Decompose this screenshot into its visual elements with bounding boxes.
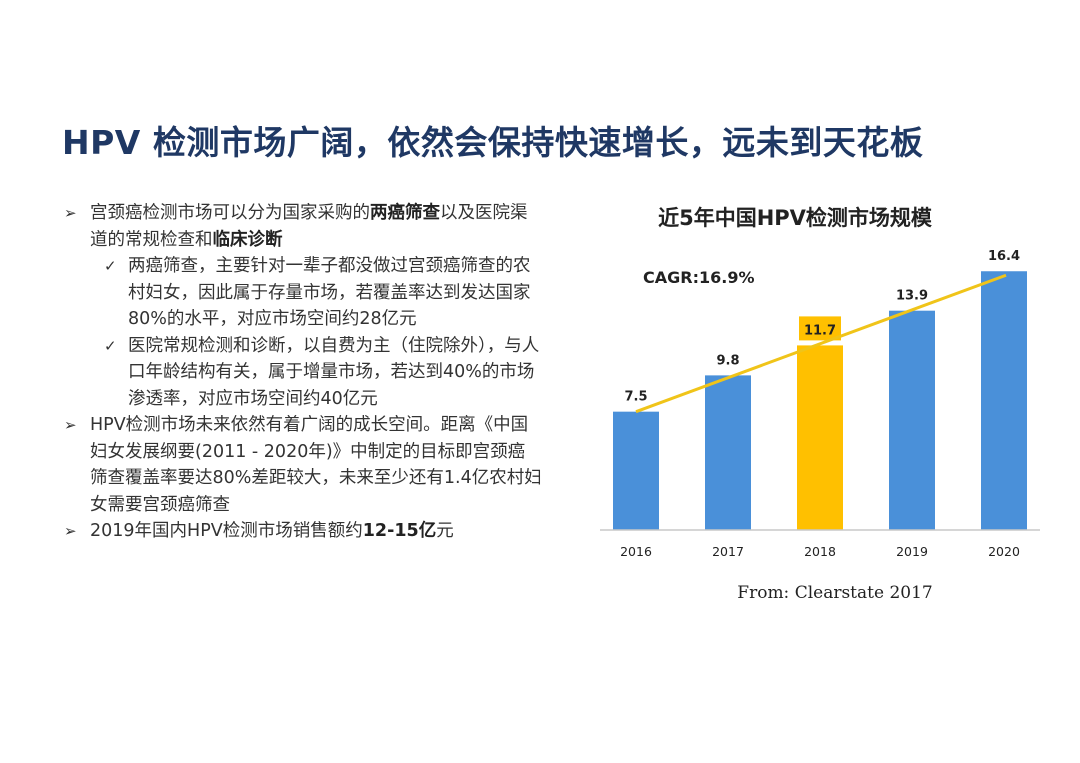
x-tick-2019: 2019	[896, 544, 928, 559]
value-label-2018: 11.7	[804, 323, 836, 338]
bullet-text: HPV检测市场未来依然有着广阔的成长空间。距离《中国妇女发展纲要(2011 - …	[90, 415, 542, 515]
x-tick-2018: 2018	[804, 544, 836, 559]
x-tick-2020: 2020	[988, 544, 1020, 559]
highlight-label-bg	[799, 316, 841, 341]
value-label-2020: 16.4	[988, 249, 1020, 264]
bullet-text: 医院常规检测和诊断，以自费为主（住院除外），与人口年龄结构有关，属于增量市场，若…	[128, 336, 539, 409]
bullet-emphasis: 两癌筛查	[370, 203, 440, 223]
cagr-annotation: CAGR:16.9%	[643, 268, 754, 287]
arrow-bullet-icon: ➢	[64, 416, 77, 434]
top-bar	[0, 0, 1080, 58]
value-label-2019: 13.9	[896, 289, 928, 304]
slide-title: HPV 检测市场广阔，依然会保持快速增长，远未到天花板	[62, 123, 924, 162]
bullet-item: ➢ 2019年国内HPV检测市场销售额约12-15亿元	[62, 518, 542, 545]
cagr-trendline	[635, 273, 1007, 414]
bullet-segment: 元	[436, 521, 454, 541]
bar-2018	[797, 345, 843, 530]
bullet-text: 2019年国内HPV检测市场销售额约12-15亿元	[90, 521, 454, 541]
checkmark-icon: ✓	[104, 257, 117, 275]
chart-title: 近5年中国HPV检测市场规模	[658, 206, 932, 230]
bullet-segment: 2019年国内HPV检测市场销售额约	[90, 521, 363, 541]
bullet-segment: 以及医院渠道的常规检查和	[90, 203, 528, 250]
x-tick-2016: 2016	[620, 544, 652, 559]
value-label-2017: 9.8	[716, 353, 739, 368]
sub-bullet-item: ✓ 两癌筛查，主要针对一辈子都没做过宫颈癌筛查的农村妇女，因此属于存量市场，若覆盖…	[62, 253, 542, 333]
bullet-segment: 医院常规检测和诊断，以自费为主（住院除外），与人口年龄结构有关，属于增量市场，若…	[128, 335, 540, 409]
value-label-2016: 7.5	[624, 390, 647, 405]
bullet-segment: 宫颈癌检测市场可以分为国家采购的	[90, 203, 370, 223]
bar-2019	[889, 310, 935, 530]
bullet-segment: HPV检测市场未来依然有着广阔的成长空间。距离《中国妇女发展纲要(2011 - …	[90, 415, 542, 515]
bar-2020	[981, 271, 1027, 530]
arrow-bullet-icon: ➢	[64, 204, 77, 222]
bar-chart: 7.5 2016 9.8 2017 11.7 2018 13.9 2019 16.4 2020 CA…	[600, 249, 1040, 559]
bar-2017	[705, 375, 751, 530]
source-note: From: Clearstate 2017	[737, 583, 933, 603]
bullet-list: ➢ 宫颈癌检测市场可以分为国家采购的两癌筛查以及医院渠道的常规检查和临床诊断 ✓ 两癌…	[62, 200, 542, 545]
bar-2016	[613, 411, 659, 530]
bullet-item: ➢ 宫颈癌检测市场可以分为国家采购的两癌筛查以及医院渠道的常规检查和临床诊断	[62, 200, 542, 253]
bullet-text: 宫颈癌检测市场可以分为国家采购的两癌筛查以及医院渠道的常规检查和临床诊断	[90, 203, 528, 250]
x-tick-2017: 2017	[712, 544, 744, 559]
checkmark-icon: ✓	[104, 336, 117, 355]
bullet-emphasis: 12-15亿	[362, 521, 437, 541]
bullet-text: 两癌筛查，主要针对一辈子都没做过宫颈癌筛查的农村妇女，因此属于存量市场，若覆盖率…	[128, 256, 531, 329]
bullet-segment: 两癌筛查，主要针对一辈子都没做过宫颈癌筛查的农村妇女，因此属于存量市场，若覆盖率…	[128, 256, 531, 329]
bullet-emphasis: 临床诊断	[212, 229, 283, 250]
bullet-item: ➢ HPV检测市场未来依然有着广阔的成长空间。距离《中国妇女发展纲要(2011 -…	[62, 412, 542, 518]
arrow-bullet-icon: ➢	[64, 522, 77, 540]
sub-bullet-item: ✓ 医院常规检测和诊断，以自费为主（住院除外），与人口年龄结构有关，属于增量市场，…	[62, 333, 542, 413]
